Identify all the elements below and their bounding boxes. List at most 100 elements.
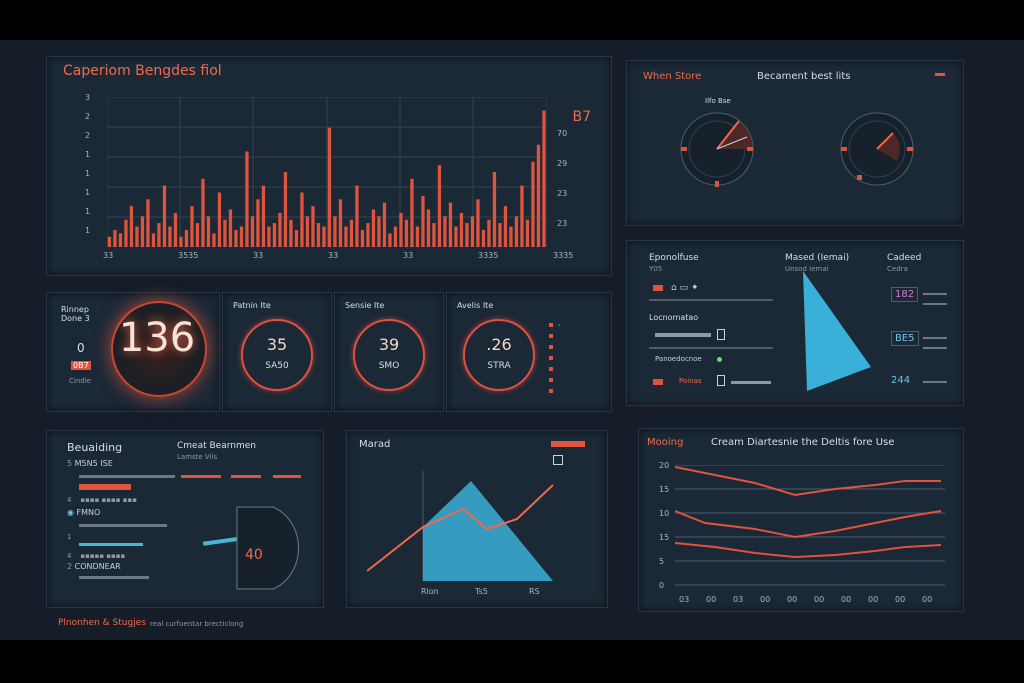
top-bar: [531, 161, 535, 247]
building-right-sub: Lamste Vils: [177, 453, 218, 461]
top-x-tick: 3335: [553, 251, 574, 260]
kpi-sub-mid: 0B7: [71, 361, 91, 370]
top-bar: [393, 226, 398, 247]
dials-left-title: When Store: [643, 71, 702, 82]
top-bar: [327, 127, 332, 247]
building-reading: 40: [245, 547, 263, 563]
trend-x-tick: 00: [706, 595, 717, 604]
summary-value-2: BE5: [891, 331, 919, 346]
trend-x-tick: 03: [733, 595, 744, 604]
summary-chip-2: [653, 379, 663, 385]
market-legend-2: [553, 455, 563, 465]
gauge-1-sub: SA50: [265, 361, 289, 371]
top-x-tick: 33: [328, 251, 339, 260]
top-bar: [377, 216, 381, 247]
top-bar: [239, 226, 244, 247]
top-bar: [476, 199, 480, 247]
trend-x-tick: 00: [787, 595, 798, 604]
summary-value-3: 244: [891, 375, 911, 386]
top-bar: [283, 172, 288, 247]
building-gauge: [236, 506, 299, 590]
top-y-tick: 2: [85, 131, 91, 140]
top-bar: [443, 216, 447, 247]
trend-x-tick: 00: [814, 595, 825, 604]
top-bar: [360, 230, 365, 247]
top-bar: [465, 223, 469, 247]
kpi-sub-top: 0: [77, 341, 85, 355]
gauge-panel-2: Sensie Ite 39 SMO: [334, 292, 444, 412]
top-bar: [267, 226, 271, 247]
trend-x-tick: 00: [895, 595, 906, 604]
top-bar: [179, 236, 183, 247]
market-x-tick: Ts5: [475, 587, 488, 596]
kpi-ring: [111, 301, 207, 397]
building-bar-1: [79, 484, 131, 490]
summary-col2-sub: Unsod Iemai: [785, 265, 829, 273]
top-bar: [410, 178, 414, 247]
top-bar: [256, 199, 260, 247]
top-bar: [542, 110, 546, 247]
top-bar: [146, 199, 150, 247]
building-panel: Beuaiding 5 M5N5 ISE 4 ▪▪▪▪ ▪▪▪▪ ▪▪▪ ◉ F…: [46, 430, 324, 608]
top-right-tick: 23: [557, 219, 568, 228]
top-bar: [470, 216, 475, 247]
trend-panel: Mooing Cream Diartesnie the Deltis fore …: [638, 428, 964, 612]
summary-col3-sub: Cedra: [887, 265, 908, 273]
building-item-2[interactable]: ◉ FMNO: [67, 508, 101, 517]
top-bar: [173, 212, 178, 247]
top-bar: [228, 209, 233, 247]
gauge-3-value: .26: [486, 335, 512, 354]
summary-value-1: 182: [891, 287, 919, 302]
trend-y-tick: 15: [659, 533, 670, 542]
top-bar: [399, 212, 403, 247]
top-bar: [157, 223, 161, 247]
dial-left: [680, 112, 754, 187]
top-y-tick: 1: [85, 169, 91, 178]
top-bar: [366, 223, 370, 247]
top-x-tick: 33: [253, 251, 264, 260]
top-bar: [316, 223, 321, 247]
top-bar: [124, 219, 128, 247]
gauge-2-sub: SMO: [378, 361, 400, 371]
trend-x-tick: 00: [841, 595, 852, 604]
top-bar: [311, 206, 315, 247]
building-list: 5 M5N5 ISE 4 ▪▪▪▪ ▪▪▪▪ ▪▪▪ ◉ FMNO 1 4 ▪▪…: [67, 459, 187, 579]
top-y-tick: 1: [85, 207, 91, 216]
gauge-3-ring: .26 STRA: [463, 319, 535, 391]
bar-chart-panel: Caperiom Bengdes fiol B7 3 2 2 1 1 1 1 1 70 29 23…: [46, 56, 612, 276]
gauge-3-title: Avelis Ite: [457, 301, 494, 310]
summary-row-label-1: Locnomatao: [649, 313, 699, 322]
trend-x-tick: 00: [760, 595, 771, 604]
top-bar: [536, 144, 541, 247]
trend-y-tick: 5: [659, 557, 665, 566]
top-y-tick: 1: [85, 226, 91, 235]
top-bar: [113, 230, 117, 247]
market-legend-1: [551, 441, 585, 447]
top-bar: [404, 219, 409, 247]
summary-panel: Eponolfuse Y05 Mased (Iemai) Unsod Iemai…: [626, 240, 964, 406]
market-x-tick: Rlon: [421, 587, 439, 596]
gauge-3-legend: [549, 323, 553, 393]
top-bar: [415, 226, 420, 247]
trend-x-tick: 03: [679, 595, 690, 604]
footer-label: Plnonhen & Stugjes: [58, 618, 146, 628]
building-item-3[interactable]: 2 CONDNEAR: [67, 562, 121, 571]
summary-lines-2: [923, 337, 947, 349]
gauge-1-title: Patnin Ite: [233, 301, 271, 310]
top-bar: [437, 165, 442, 247]
trend-subtitle: Cream Diartesnie the Deltis fore Use: [711, 437, 895, 448]
top-bar: [322, 226, 326, 247]
bar-chart-plot: [107, 97, 547, 247]
building-item-1[interactable]: 5 M5N5 ISE: [67, 459, 113, 468]
dials-dial-label: Ilfo Bse: [705, 97, 731, 105]
market-chart: [367, 471, 554, 581]
summary-bar-2: [731, 381, 771, 384]
top-bar: [234, 230, 238, 247]
summary-box-1: [717, 329, 725, 340]
summary-bar-1: [655, 333, 711, 337]
top-bar: [514, 216, 519, 247]
footer-sub: real curfuentar brecticlong: [150, 620, 244, 628]
top-right-tick: 70: [557, 129, 568, 138]
top-bar: [509, 226, 513, 247]
summary-divider-1: [649, 299, 773, 301]
